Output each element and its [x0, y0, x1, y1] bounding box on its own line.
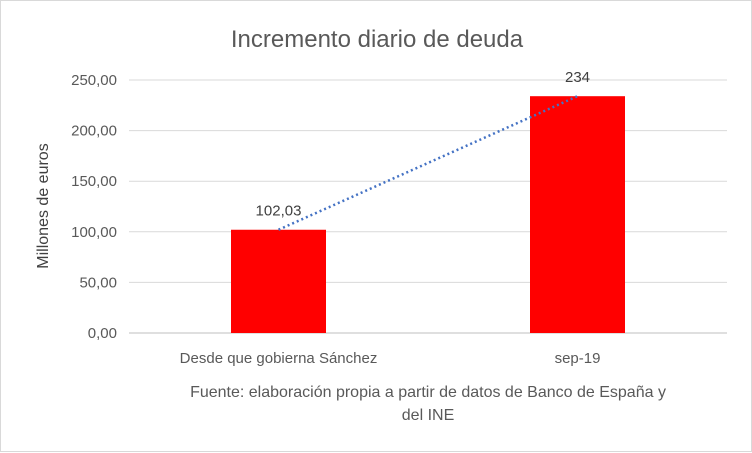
- source-note-line-1: Fuente: elaboración propia a partir de d…: [190, 384, 666, 401]
- bar: [530, 96, 625, 333]
- y-tick-label: 0,00: [88, 325, 117, 342]
- chart-title: Incremento diario de deuda: [231, 26, 524, 53]
- x-category-label: sep-19: [555, 350, 601, 367]
- y-tick-label: 250,00: [71, 72, 117, 89]
- data-labels: 102,03 234: [256, 69, 590, 220]
- data-label: 102,03: [256, 203, 302, 220]
- y-tick-label: 50,00: [79, 274, 117, 291]
- data-label: 234: [565, 69, 590, 86]
- y-tick-label: 150,00: [71, 173, 117, 190]
- source-note-line-2: del INE: [402, 407, 454, 424]
- x-axis-categories: Desde que gobierna Sánchez sep-19: [180, 350, 601, 367]
- y-tick-label: 100,00: [71, 224, 117, 241]
- bar: [231, 229, 326, 333]
- bars: [231, 96, 625, 333]
- y-axis-label: Millones de euros: [35, 143, 52, 268]
- y-tick-label: 200,00: [71, 123, 117, 140]
- x-category-label: Desde que gobierna Sánchez: [180, 350, 378, 367]
- y-axis-ticks: 0,00 50,00 100,00 150,00 200,00 250,00: [71, 72, 117, 342]
- gridlines: [129, 79, 727, 334]
